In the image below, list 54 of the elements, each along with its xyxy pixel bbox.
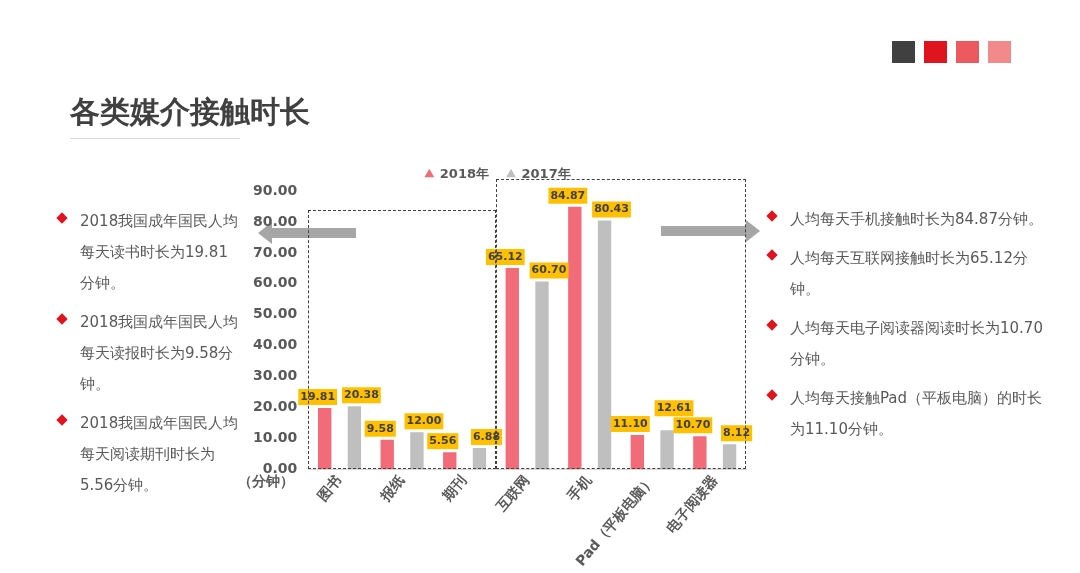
data-label: 6.88 [472,429,501,443]
text: 人均每天接触Pad（平板电脑）的时长为11.10分钟。 [790,388,1044,440]
bar [535,281,549,470]
data-label: 80.43 [594,202,629,216]
text: 人均每天手机接触时长为84.87分钟。 [790,209,1043,230]
y-tick-label: 20.00 [252,398,298,415]
data-label: 9.58 [366,421,394,435]
bar [410,432,424,470]
data-label: 12.00 [406,414,442,428]
bar [693,436,707,470]
bar [347,406,362,470]
y-tick-label: 40.00 [252,336,298,353]
data-label: 60.70 [531,263,567,277]
bar [443,452,457,470]
data-label: 10.70 [675,418,711,432]
text: 2018我国成年国民人均每天阅读期刊时长为5.56分钟。 [80,413,240,496]
y-tick-label: 80.00 [252,212,298,229]
y-axis-title: （分钟） [238,473,295,492]
data-label: 19.81 [300,389,336,403]
x-tick-label: 手机 [563,471,595,505]
data-label: 12.61 [656,401,692,415]
data-label: 11.10 [612,416,649,430]
x-tick-label: 电子阅读器 [662,471,720,536]
bar [505,267,519,470]
text: 2018我国成年国民人均每天读报时长为9.58分钟。 [80,312,240,395]
text: 人均每天电子阅读器阅读时长为10.70分钟。 [790,318,1044,370]
legend-label: 2017年 [521,165,571,181]
y-tick-label: 70.00 [252,243,298,260]
bar [722,444,737,470]
y-tick-label: 60.00 [252,274,298,291]
x-tick-label: 图书 [314,471,345,504]
y-tick-label: 10.00 [252,429,298,446]
data-label: 8.12 [723,426,751,440]
bar [568,206,582,470]
bar [597,220,612,470]
text: 人均每天互联网接触时长为65.12分钟。 [790,248,1029,300]
bar [472,448,487,470]
data-label: 5.56 [429,434,457,448]
x-tick-label: 报纸 [376,471,408,505]
data-label: 84.87 [550,188,586,202]
bar [318,408,332,470]
bar [630,435,645,470]
text: 2018我国成年国民人均每天读书时长为19.81分钟。 [80,211,240,294]
chart-title: 各类媒介接触时长 [70,93,310,131]
bar [660,430,674,470]
x-tick-label: 期刊 [438,471,470,505]
data-label: 20.38 [344,388,379,402]
y-tick-label: 50.00 [252,305,298,322]
legend-label: 2018年 [439,165,490,181]
data-label: 65.12 [487,249,523,263]
x-tick-label: 互联网 [492,471,533,515]
y-tick-label: 90.00 [252,181,298,198]
y-tick-label: 30.00 [252,367,298,384]
bar [380,439,394,470]
